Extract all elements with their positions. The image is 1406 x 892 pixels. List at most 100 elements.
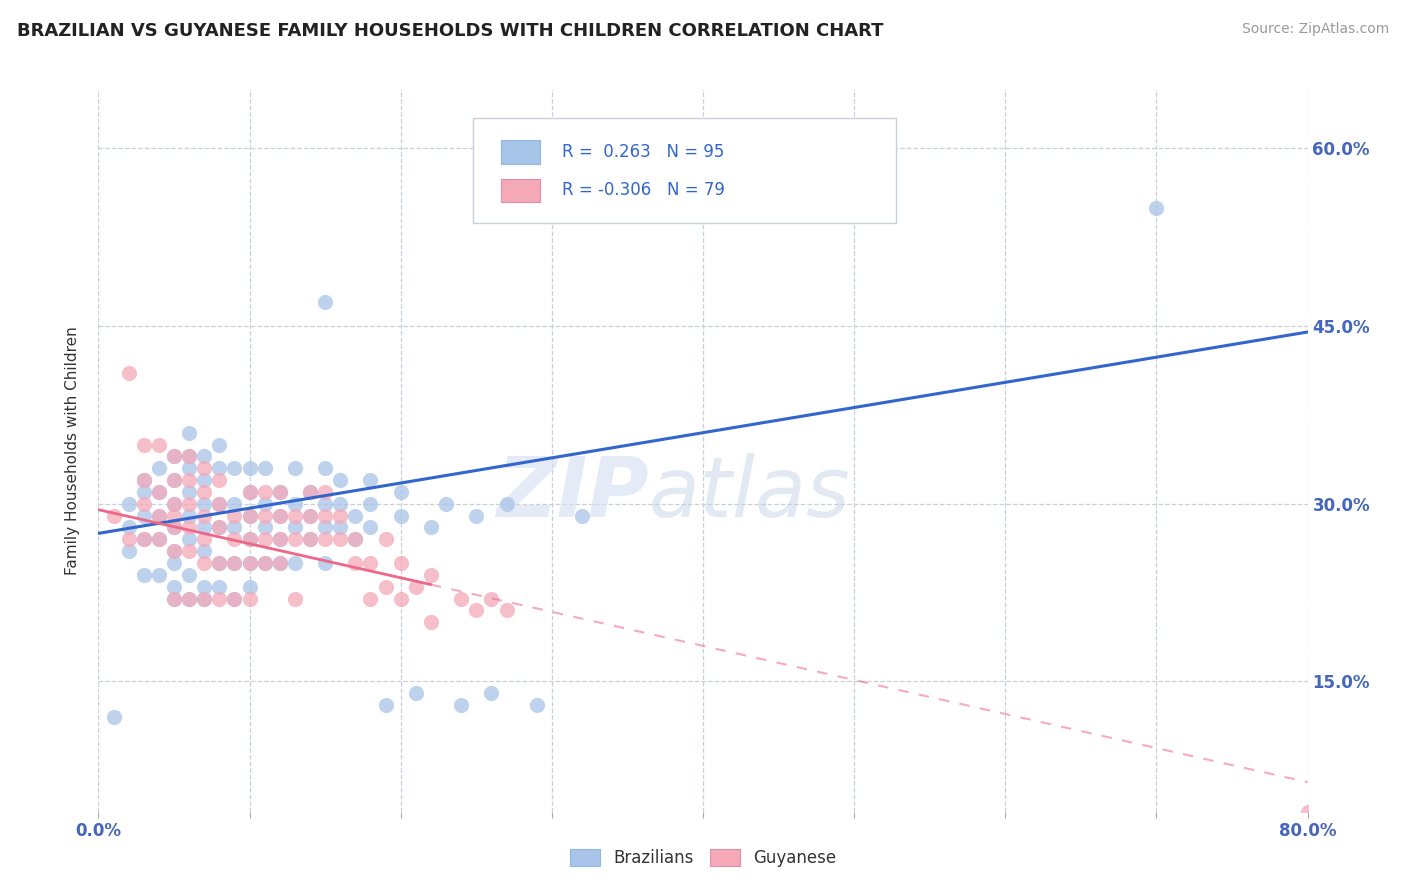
Point	[434, 497, 457, 511]
Point	[163, 450, 186, 464]
Point	[224, 461, 246, 475]
Point	[465, 508, 488, 523]
Point	[208, 580, 231, 594]
Point	[193, 520, 215, 534]
Point	[329, 497, 352, 511]
Text: ZIP: ZIP	[496, 453, 648, 534]
Point	[329, 520, 352, 534]
Point	[179, 461, 201, 475]
Point	[132, 473, 155, 487]
Point	[193, 544, 215, 558]
Point	[163, 544, 186, 558]
Point	[224, 591, 246, 606]
Point	[132, 437, 155, 451]
Point	[208, 556, 231, 570]
Point	[495, 603, 517, 617]
Point	[495, 497, 517, 511]
Point	[179, 591, 201, 606]
Point	[224, 497, 246, 511]
Point	[420, 567, 443, 582]
Point	[239, 580, 262, 594]
Point	[179, 450, 201, 464]
Point	[193, 556, 215, 570]
Point	[420, 615, 443, 630]
Point	[239, 461, 262, 475]
Point	[405, 686, 427, 700]
Point	[239, 556, 262, 570]
Point	[148, 461, 170, 475]
Point	[329, 508, 352, 523]
Point	[148, 484, 170, 499]
Point	[239, 508, 262, 523]
Text: Source: ZipAtlas.com: Source: ZipAtlas.com	[1241, 22, 1389, 37]
Point	[389, 556, 412, 570]
Point	[405, 580, 427, 594]
Point	[299, 533, 322, 547]
Point	[269, 533, 291, 547]
Point	[179, 533, 201, 547]
Point	[253, 520, 276, 534]
Point	[374, 698, 396, 712]
Point	[360, 497, 382, 511]
Point	[193, 497, 215, 511]
Point	[163, 591, 186, 606]
Point	[132, 473, 155, 487]
Point	[224, 533, 246, 547]
Point	[193, 484, 215, 499]
Point	[132, 484, 155, 499]
Point	[208, 497, 231, 511]
Point	[314, 556, 336, 570]
Point	[208, 497, 231, 511]
Text: R = -0.306   N = 79: R = -0.306 N = 79	[561, 181, 724, 199]
Point	[118, 520, 141, 534]
Point	[1296, 805, 1319, 819]
Point	[148, 508, 170, 523]
Point	[284, 497, 307, 511]
Point	[389, 591, 412, 606]
Point	[450, 591, 472, 606]
Point	[239, 484, 262, 499]
FancyBboxPatch shape	[501, 141, 540, 163]
Point	[269, 556, 291, 570]
Point	[253, 533, 276, 547]
Point	[118, 497, 141, 511]
Point	[314, 461, 336, 475]
Point	[314, 508, 336, 523]
Point	[299, 533, 322, 547]
Point	[208, 520, 231, 534]
Point	[239, 556, 262, 570]
Point	[269, 556, 291, 570]
Point	[118, 367, 141, 381]
Point	[163, 450, 186, 464]
Point	[465, 603, 488, 617]
Point	[193, 580, 215, 594]
Point	[179, 544, 201, 558]
Point	[253, 497, 276, 511]
Y-axis label: Family Households with Children: Family Households with Children	[65, 326, 80, 574]
Point	[329, 473, 352, 487]
Point	[148, 437, 170, 451]
Point	[253, 484, 276, 499]
Point	[239, 484, 262, 499]
Point	[163, 591, 186, 606]
Point	[344, 533, 367, 547]
Point	[284, 508, 307, 523]
Point	[269, 484, 291, 499]
Point	[132, 533, 155, 547]
Text: BRAZILIAN VS GUYANESE FAMILY HOUSEHOLDS WITH CHILDREN CORRELATION CHART: BRAZILIAN VS GUYANESE FAMILY HOUSEHOLDS …	[17, 22, 883, 40]
Point	[148, 508, 170, 523]
Point	[344, 533, 367, 547]
Point	[132, 508, 155, 523]
Point	[132, 497, 155, 511]
Point	[314, 520, 336, 534]
Point	[224, 591, 246, 606]
Point	[163, 508, 186, 523]
Point	[224, 520, 246, 534]
Point	[163, 497, 186, 511]
Point	[284, 533, 307, 547]
Point	[344, 508, 367, 523]
Point	[148, 567, 170, 582]
Point	[163, 520, 186, 534]
Point	[179, 520, 201, 534]
Point	[374, 533, 396, 547]
